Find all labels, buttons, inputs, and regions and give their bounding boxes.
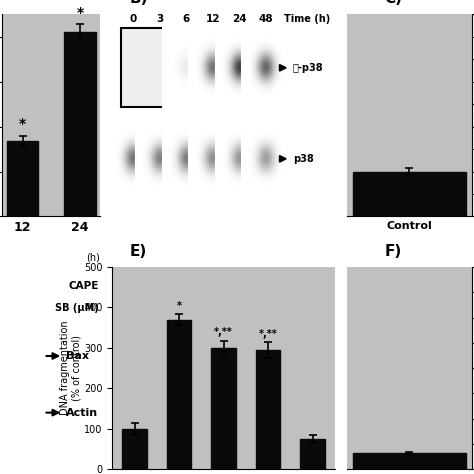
Text: F): F) xyxy=(384,244,401,259)
Text: 3: 3 xyxy=(156,14,164,24)
Bar xyxy=(301,439,325,469)
Text: *,**: *,** xyxy=(214,328,233,337)
Text: *: * xyxy=(177,301,182,310)
Text: 24: 24 xyxy=(232,14,247,24)
Text: 12: 12 xyxy=(206,14,220,24)
Text: Bax: Bax xyxy=(66,351,89,361)
Y-axis label: DNA fragmentation
(% of control): DNA fragmentation (% of control) xyxy=(60,321,81,415)
Text: p38: p38 xyxy=(292,154,313,164)
Text: B): B) xyxy=(130,0,148,6)
Text: 6: 6 xyxy=(183,14,190,24)
Bar xyxy=(121,28,275,107)
Bar xyxy=(353,172,466,217)
Bar xyxy=(256,350,281,469)
Bar xyxy=(121,121,275,196)
Text: *: * xyxy=(77,6,84,19)
Text: Actin: Actin xyxy=(66,408,98,418)
Text: Ⓟ-p38: Ⓟ-p38 xyxy=(292,63,323,73)
Bar xyxy=(353,453,466,469)
Text: (h): (h) xyxy=(86,253,100,263)
Text: *: * xyxy=(19,117,26,131)
Text: 0: 0 xyxy=(130,14,137,24)
Text: C): C) xyxy=(384,0,402,6)
Bar xyxy=(7,141,38,217)
Text: Time (h): Time (h) xyxy=(284,14,330,24)
Text: CAPE: CAPE xyxy=(68,281,99,291)
Bar xyxy=(122,429,147,469)
Bar xyxy=(64,32,96,217)
Text: SB (μM): SB (μM) xyxy=(55,303,99,313)
Bar xyxy=(211,348,236,469)
Text: 48: 48 xyxy=(259,14,273,24)
Bar xyxy=(167,319,191,469)
Text: *,**: *,** xyxy=(259,328,277,338)
Text: E): E) xyxy=(130,244,147,259)
